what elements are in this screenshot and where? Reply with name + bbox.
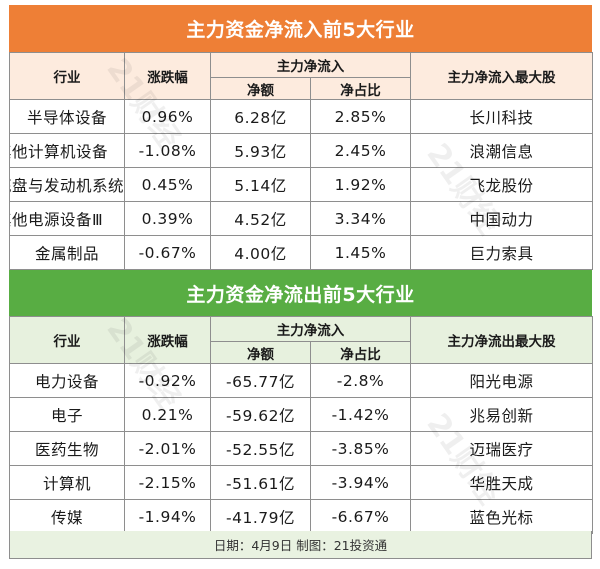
industry-cell: 医药生物 <box>9 431 125 466</box>
net-amount-cell: 4.52亿 <box>210 201 311 236</box>
change-cell: -2.01% <box>124 431 211 466</box>
net-ratio-cell: 2.85% <box>310 99 411 134</box>
header-main-flow: 主力净流入 <box>210 52 411 78</box>
header-change: 涨跌幅 <box>124 52 211 100</box>
net-amount-cell: -59.62亿 <box>210 397 311 432</box>
net-ratio-cell: -1.42% <box>310 397 411 432</box>
net-amount-cell: -65.77亿 <box>210 363 311 398</box>
industry-cell: 电子 <box>9 397 125 432</box>
industry-cell: 金属制品 <box>9 235 125 270</box>
table-row: 传媒 -1.94% -41.79亿 -6.67% 蓝色光标 <box>9 499 593 534</box>
top-stock-cell: 华胜天成 <box>410 465 593 500</box>
net-ratio-cell: 2.45% <box>310 133 411 168</box>
net-amount-cell: 5.93亿 <box>210 133 311 168</box>
header-industry: 行业 <box>9 316 125 364</box>
top-stock-cell: 迈瑞医疗 <box>410 431 593 466</box>
net-ratio-cell: -3.94% <box>310 465 411 500</box>
change-cell: -2.15% <box>124 465 211 500</box>
inflow-title: 主力资金净流入前5大行业 <box>9 5 592 52</box>
net-amount-cell: -41.79亿 <box>210 499 311 534</box>
industry-cell: 传媒 <box>9 499 125 534</box>
table-row: 半导体设备 0.96% 6.28亿 2.85% 长川科技 <box>9 99 593 134</box>
net-amount-cell: -52.55亿 <box>210 431 311 466</box>
change-cell: 0.39% <box>124 201 211 236</box>
net-ratio-cell: 1.45% <box>310 235 411 270</box>
header-net-ratio: 净占比 <box>310 341 411 364</box>
top-stock-cell: 兆易创新 <box>410 397 593 432</box>
industry-cell: 其他计算机设备 <box>9 133 125 168</box>
table-row: 其他计算机设备 -1.08% 5.93亿 2.45% 浪潮信息 <box>9 133 593 168</box>
change-cell: -1.08% <box>124 133 211 168</box>
table-row: 底盘与发动机系统 0.45% 5.14亿 1.92% 飞龙股份 <box>9 167 593 202</box>
change-cell: 0.96% <box>124 99 211 134</box>
top-stock-cell: 中国动力 <box>410 201 593 236</box>
top-stock-cell: 阳光电源 <box>410 363 593 398</box>
industry-cell: 计算机 <box>9 465 125 500</box>
change-cell: 0.21% <box>124 397 211 432</box>
net-ratio-cell: -2.8% <box>310 363 411 398</box>
industry-cell: 半导体设备 <box>9 99 125 134</box>
industry-cell: 电力设备 <box>9 363 125 398</box>
change-cell: -0.92% <box>124 363 211 398</box>
top-stock-cell: 飞龙股份 <box>410 167 593 202</box>
industry-cell: 其他电源设备Ⅲ <box>9 201 125 236</box>
change-cell: 0.45% <box>124 167 211 202</box>
header-main-flow: 主力净流入 <box>210 316 411 342</box>
net-amount-cell: -51.61亿 <box>210 465 311 500</box>
top-stock-cell: 浪潮信息 <box>410 133 593 168</box>
header-change: 涨跌幅 <box>124 316 211 364</box>
net-amount-cell: 6.28亿 <box>210 99 311 134</box>
table-row: 电力设备 -0.92% -65.77亿 -2.8% 阳光电源 <box>9 363 593 398</box>
top-stock-cell: 蓝色光标 <box>410 499 593 534</box>
net-ratio-cell: 1.92% <box>310 167 411 202</box>
table-row: 计算机 -2.15% -51.61亿 -3.94% 华胜天成 <box>9 465 593 500</box>
header-net-amount: 净额 <box>210 341 311 364</box>
table-row: 金属制品 -0.67% 4.00亿 1.45% 巨力索具 <box>9 235 593 270</box>
table-row: 电子 0.21% -59.62亿 -1.42% 兆易创新 <box>9 397 593 432</box>
table-row: 医药生物 -2.01% -52.55亿 -3.85% 迈瑞医疗 <box>9 431 593 466</box>
outflow-table: 行业 涨跌幅 主力净流入 主力净流出最大股 净额 净占比 电力设备 -0.92%… <box>9 316 593 534</box>
industry-cell: 底盘与发动机系统 <box>9 167 125 202</box>
outflow-title: 主力资金净流出前5大行业 <box>9 270 592 316</box>
header-industry: 行业 <box>9 52 125 100</box>
header-top-stock: 主力净流入最大股 <box>410 52 593 100</box>
net-amount-cell: 5.14亿 <box>210 167 311 202</box>
net-ratio-cell: -3.85% <box>310 431 411 466</box>
top-stock-cell: 长川科技 <box>410 99 593 134</box>
net-amount-cell: 4.00亿 <box>210 235 311 270</box>
header-net-ratio: 净占比 <box>310 77 411 100</box>
change-cell: -1.94% <box>124 499 211 534</box>
change-cell: -0.67% <box>124 235 211 270</box>
net-ratio-cell: -6.67% <box>310 499 411 534</box>
top-stock-cell: 巨力索具 <box>410 235 593 270</box>
header-net-amount: 净额 <box>210 77 311 100</box>
footer-credit: 日期：4月9日 制图：21投资通 <box>9 531 592 559</box>
inflow-table: 行业 涨跌幅 主力净流入 主力净流入最大股 净额 净占比 半导体设备 0.96%… <box>9 52 593 270</box>
header-top-stock: 主力净流出最大股 <box>410 316 593 364</box>
net-ratio-cell: 3.34% <box>310 201 411 236</box>
table-row: 其他电源设备Ⅲ 0.39% 4.52亿 3.34% 中国动力 <box>9 201 593 236</box>
